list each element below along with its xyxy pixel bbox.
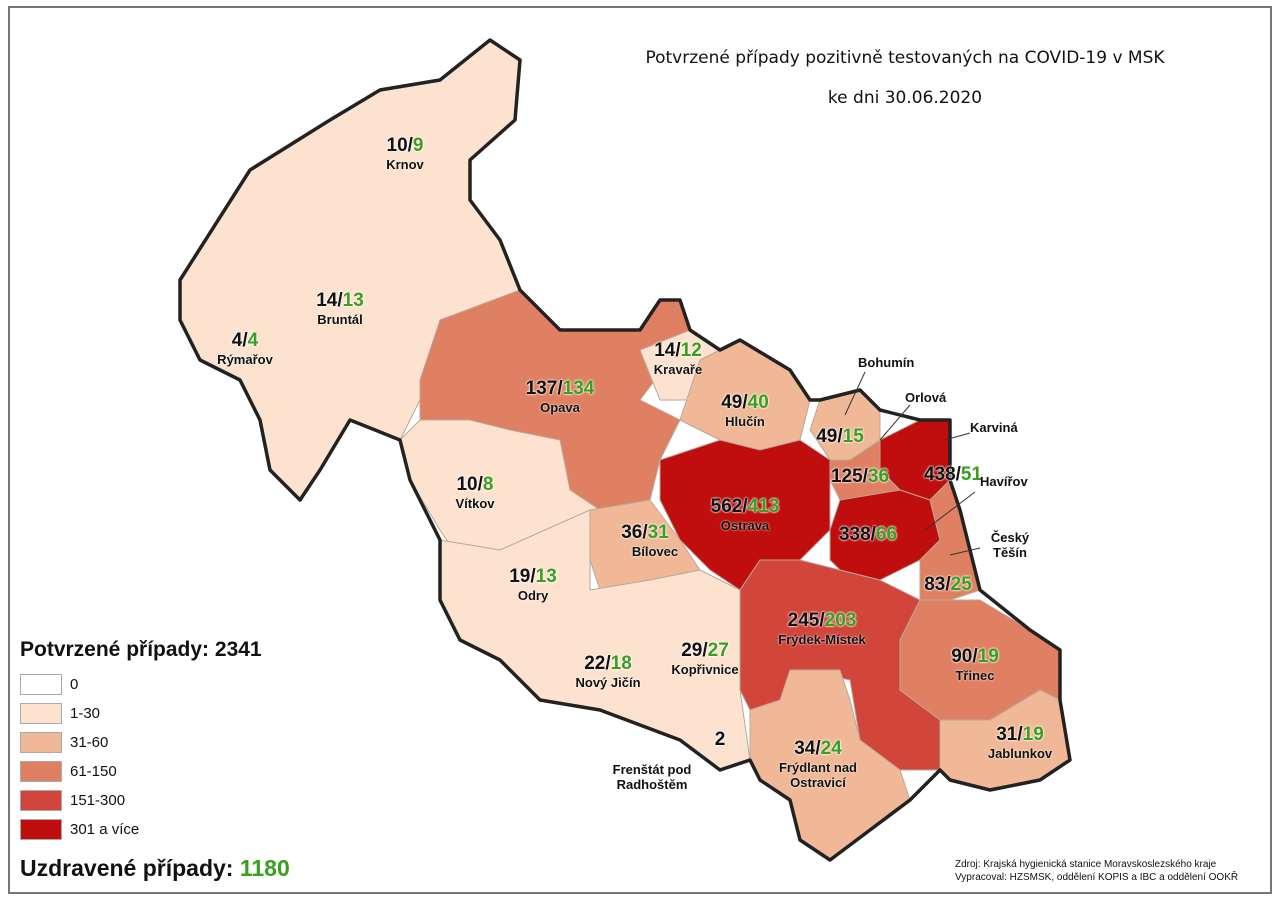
region-value-orlova: 125/36 (830, 466, 890, 487)
region-label-frydek-mistek: 245/203 Frýdek-Místek (778, 610, 866, 647)
region-label-kravare: 14/12 Kravaře (653, 340, 703, 377)
region-label-jablunkov: 31/19 Jablunkov (987, 724, 1053, 761)
region-value-bohumin: 49/15 (816, 426, 864, 447)
region-label-rymarov: 4/4 Rýmařov (217, 330, 273, 367)
legend-item: 1-30 (20, 699, 262, 728)
legend-item: 61-150 (20, 757, 262, 786)
legend-item: 0 (20, 670, 262, 699)
legend-item: 151-300 (20, 786, 262, 815)
legend-title: Potvrzené případy: 2341 (20, 638, 262, 661)
credits: Zdroj: Krajská hygienická stanice Moravs… (955, 858, 1238, 884)
credits-source: Zdroj: Krajská hygienická stanice Moravs… (955, 859, 1217, 870)
map-date: ke dni 30.06.2020 (827, 88, 983, 108)
region-label-bilovec: 36/31 Bílovec (621, 522, 679, 559)
recovered-total: Uzdravené případy: 1180 (20, 855, 290, 881)
region-border (178, 38, 1072, 862)
region-label-bruntal: 14/13 Bruntál (316, 290, 364, 327)
legend-swatch (20, 761, 62, 782)
region-label-opava: 137/134 Opava (525, 378, 595, 415)
region-value-karvina: 438/51 (923, 464, 983, 485)
region-value-frenstat: 2 (714, 729, 726, 750)
region-label-trinec: 90/19 Třinec (951, 646, 999, 683)
region-name-havirov: Havířov (980, 474, 1028, 489)
legend-swatch (20, 674, 62, 695)
region-name-cesky-tesin: Český Těšín (990, 530, 1030, 560)
callout-lines (844, 371, 981, 556)
region-label-frydlant: 34/24 Frýdlant nad Ostravicí (778, 738, 857, 790)
credits-author: Vypracoval: HZSMSK, oddělení KOPIS a IBC… (955, 872, 1239, 883)
region-label-vitkov: 10/8 Vítkov (455, 474, 495, 511)
region-name-bohumin: Bohumín (858, 355, 915, 370)
legend-swatch (20, 819, 62, 840)
region-label-hlucin: 49/40 Hlučín (721, 392, 769, 429)
map-frame (8, 6, 1272, 894)
region-label-ostrava: 562/413 Ostrava (710, 496, 780, 533)
region-label-novy-jicin: 22/18 Nový Jičín (575, 653, 641, 690)
region-value-cesky-tesin: 83/25 (924, 574, 972, 595)
map-title: Potvrzené případy pozitivně testovaných … (645, 48, 1165, 68)
region-name-orlova: Orlová (905, 390, 947, 405)
legend-swatch (20, 732, 62, 753)
legend-swatch (20, 790, 62, 811)
legend: Potvrzené případy: 2341 0 1-30 31-60 61-… (20, 638, 262, 844)
legend-item: 31-60 (20, 728, 262, 757)
region-label-koprivnice: 29/27 Kopřivnice (671, 640, 739, 677)
legend-item: 301 a více (20, 815, 262, 844)
region-label-krnov: 10/9 Krnov (386, 135, 424, 172)
region-name-frenstat: Frenštát pod Radhoštěm (612, 762, 692, 792)
legend-swatch (20, 703, 62, 724)
region-name-karvina: Karviná (970, 420, 1018, 435)
region-value-havirov: 338/66 (838, 524, 898, 545)
region-label-odry: 19/13 Odry (509, 566, 557, 603)
